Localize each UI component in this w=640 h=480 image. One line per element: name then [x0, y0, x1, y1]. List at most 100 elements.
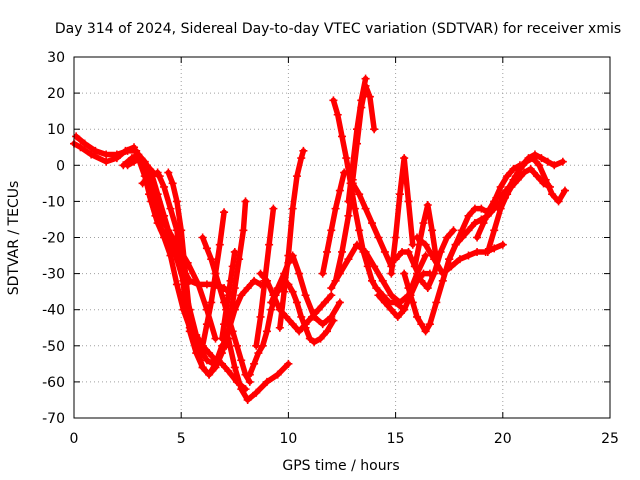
data-point-marker: [455, 255, 464, 264]
data-point-marker: [374, 291, 383, 300]
data-point-marker: [533, 172, 542, 181]
data-point-marker: [215, 240, 224, 249]
data-point-marker: [250, 359, 259, 368]
data-point-marker: [333, 110, 342, 119]
series-trace: [446, 162, 523, 262]
data-point-marker: [473, 233, 482, 242]
data-point-marker: [327, 284, 336, 293]
y-axis-label: SDTVAR / TECUs: [6, 181, 22, 296]
data-point-marker: [123, 146, 132, 155]
data-point-marker: [207, 298, 216, 307]
axis-ticks: 0 5 10 15 20 25 -70 -60 -50 -40 -30 -20 -10 0 10 20 30: [42, 50, 619, 447]
data-point-marker: [421, 327, 430, 336]
data-point-marker: [391, 233, 400, 242]
y-tick-label: -30: [42, 267, 65, 283]
data-point-marker: [265, 240, 274, 249]
data-point-marker: [395, 298, 404, 307]
data-point-marker: [477, 204, 486, 213]
data-point-marker: [458, 226, 467, 235]
data-point-marker: [378, 276, 387, 285]
data-point-marker: [245, 370, 254, 379]
data-point-marker: [322, 247, 331, 256]
data-point-marker: [393, 312, 402, 321]
data-point-marker: [202, 320, 211, 329]
series-trace: [223, 198, 249, 349]
data-point-marker: [479, 219, 488, 228]
data-point-marker: [550, 161, 559, 170]
y-tick-label: -40: [42, 303, 65, 319]
data-point-marker: [419, 219, 428, 228]
data-point-marker: [256, 269, 265, 278]
x-axis-label: GPS time / hours: [282, 458, 399, 474]
data-point-marker: [237, 291, 246, 300]
data-point-marker: [355, 226, 364, 235]
data-point-marker: [331, 204, 340, 213]
data-point-marker: [220, 320, 229, 329]
data-point-marker: [130, 157, 139, 166]
data-point-marker: [194, 280, 203, 289]
data-point-marker: [245, 377, 254, 386]
data-point-marker: [560, 186, 569, 195]
data-point-marker: [374, 233, 383, 242]
series-s22: [387, 154, 417, 278]
data-point-marker: [170, 247, 179, 256]
y-tick-label: 10: [47, 122, 65, 138]
data-point-marker: [432, 298, 441, 307]
data-point-marker: [335, 298, 344, 307]
data-point-marker: [228, 262, 237, 271]
data-point-marker: [256, 312, 265, 321]
data-point-marker: [338, 247, 346, 256]
series-trace: [330, 97, 407, 313]
data-point-marker: [262, 377, 271, 386]
chart-title: Day 314 of 2024, Sidereal Day-to-day VTE…: [55, 21, 621, 37]
data-point-marker: [496, 182, 505, 191]
data-point-marker: [558, 157, 567, 166]
data-point-marker: [76, 143, 85, 152]
data-point-marker: [237, 356, 246, 365]
data-point-marker: [464, 251, 473, 260]
x-tick-label: 0: [70, 431, 79, 447]
data-point-marker: [243, 395, 252, 404]
data-point-marker: [425, 320, 434, 329]
data-point-marker: [230, 247, 239, 256]
data-point-marker: [241, 197, 250, 206]
data-point-marker: [145, 190, 154, 199]
data-point-marker: [445, 255, 454, 264]
y-tick-label: -20: [42, 231, 65, 247]
data-point-marker: [305, 334, 314, 343]
data-point-marker: [400, 269, 409, 278]
data-point-marker: [232, 341, 241, 350]
y-tick-label: -60: [42, 375, 65, 391]
data-point-marker: [198, 341, 207, 350]
data-point-marker: [329, 96, 338, 105]
data-point-marker: [353, 125, 362, 134]
data-point-marker: [494, 204, 503, 213]
data-point-marker: [361, 247, 370, 256]
data-point-marker: [280, 287, 289, 296]
data-point-marker: [370, 125, 379, 134]
data-point-marker: [530, 150, 539, 159]
data-point-marker: [102, 150, 111, 159]
data-point-marker: [280, 269, 289, 278]
data-point-marker: [164, 233, 173, 242]
data-point-marker: [177, 226, 186, 235]
data-point-marker: [202, 244, 211, 253]
data-point-marker: [262, 276, 271, 285]
data-point-marker: [138, 179, 147, 188]
data-point-marker: [535, 161, 544, 170]
data-point-marker: [361, 74, 370, 83]
data-point-marker: [342, 154, 351, 163]
x-tick-label: 15: [387, 431, 405, 447]
data-point-marker: [185, 276, 194, 285]
data-point-marker: [252, 388, 261, 397]
x-tick-label: 5: [177, 431, 186, 447]
y-tick-label: -70: [42, 411, 65, 427]
data-point-marker: [320, 298, 329, 307]
data-point-marker: [483, 247, 492, 256]
data-point-marker: [284, 359, 293, 368]
series-s8: [198, 208, 229, 350]
data-point-marker: [543, 157, 552, 166]
data-point-marker: [224, 291, 233, 300]
data-point-marker: [327, 291, 336, 300]
data-point-marker: [155, 172, 164, 181]
